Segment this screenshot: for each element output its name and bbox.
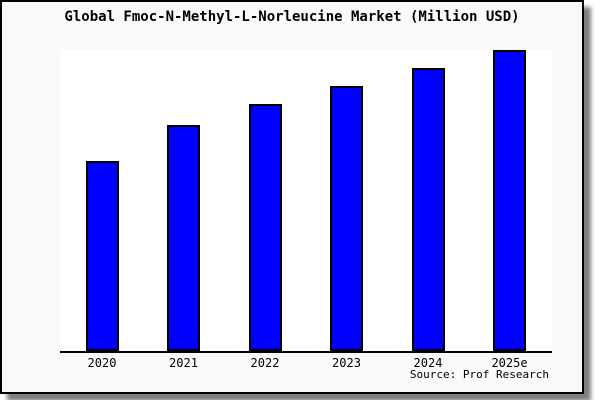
x-tick-label-2020: 2020 [87, 356, 117, 370]
bar-2023 [330, 86, 363, 351]
x-tick-label-2025e: 2025e [491, 356, 528, 370]
x-axis-labels: 2020 2021 2022 2023 2024 2025e [60, 356, 552, 372]
x-tick-label-2024: 2024 [413, 356, 443, 370]
bar-2025e [493, 50, 526, 351]
x-tick-label-2021: 2021 [169, 356, 198, 370]
chart-card: Global Fmoc-N-Methyl-L-Norleucine Market… [0, 0, 584, 394]
chart-title: Global Fmoc-N-Methyl-L-Norleucine Market… [64, 9, 520, 25]
x-tick-label-2023: 2023 [332, 356, 361, 370]
bar-2021 [167, 125, 200, 351]
x-tick-label-2022: 2022 [250, 356, 280, 370]
bar-2020 [85, 161, 119, 351]
bar-2024 [411, 68, 445, 351]
source-text: Source: Prof Research [409, 368, 549, 381]
plot-area [60, 50, 552, 353]
bar-2022 [248, 104, 282, 351]
